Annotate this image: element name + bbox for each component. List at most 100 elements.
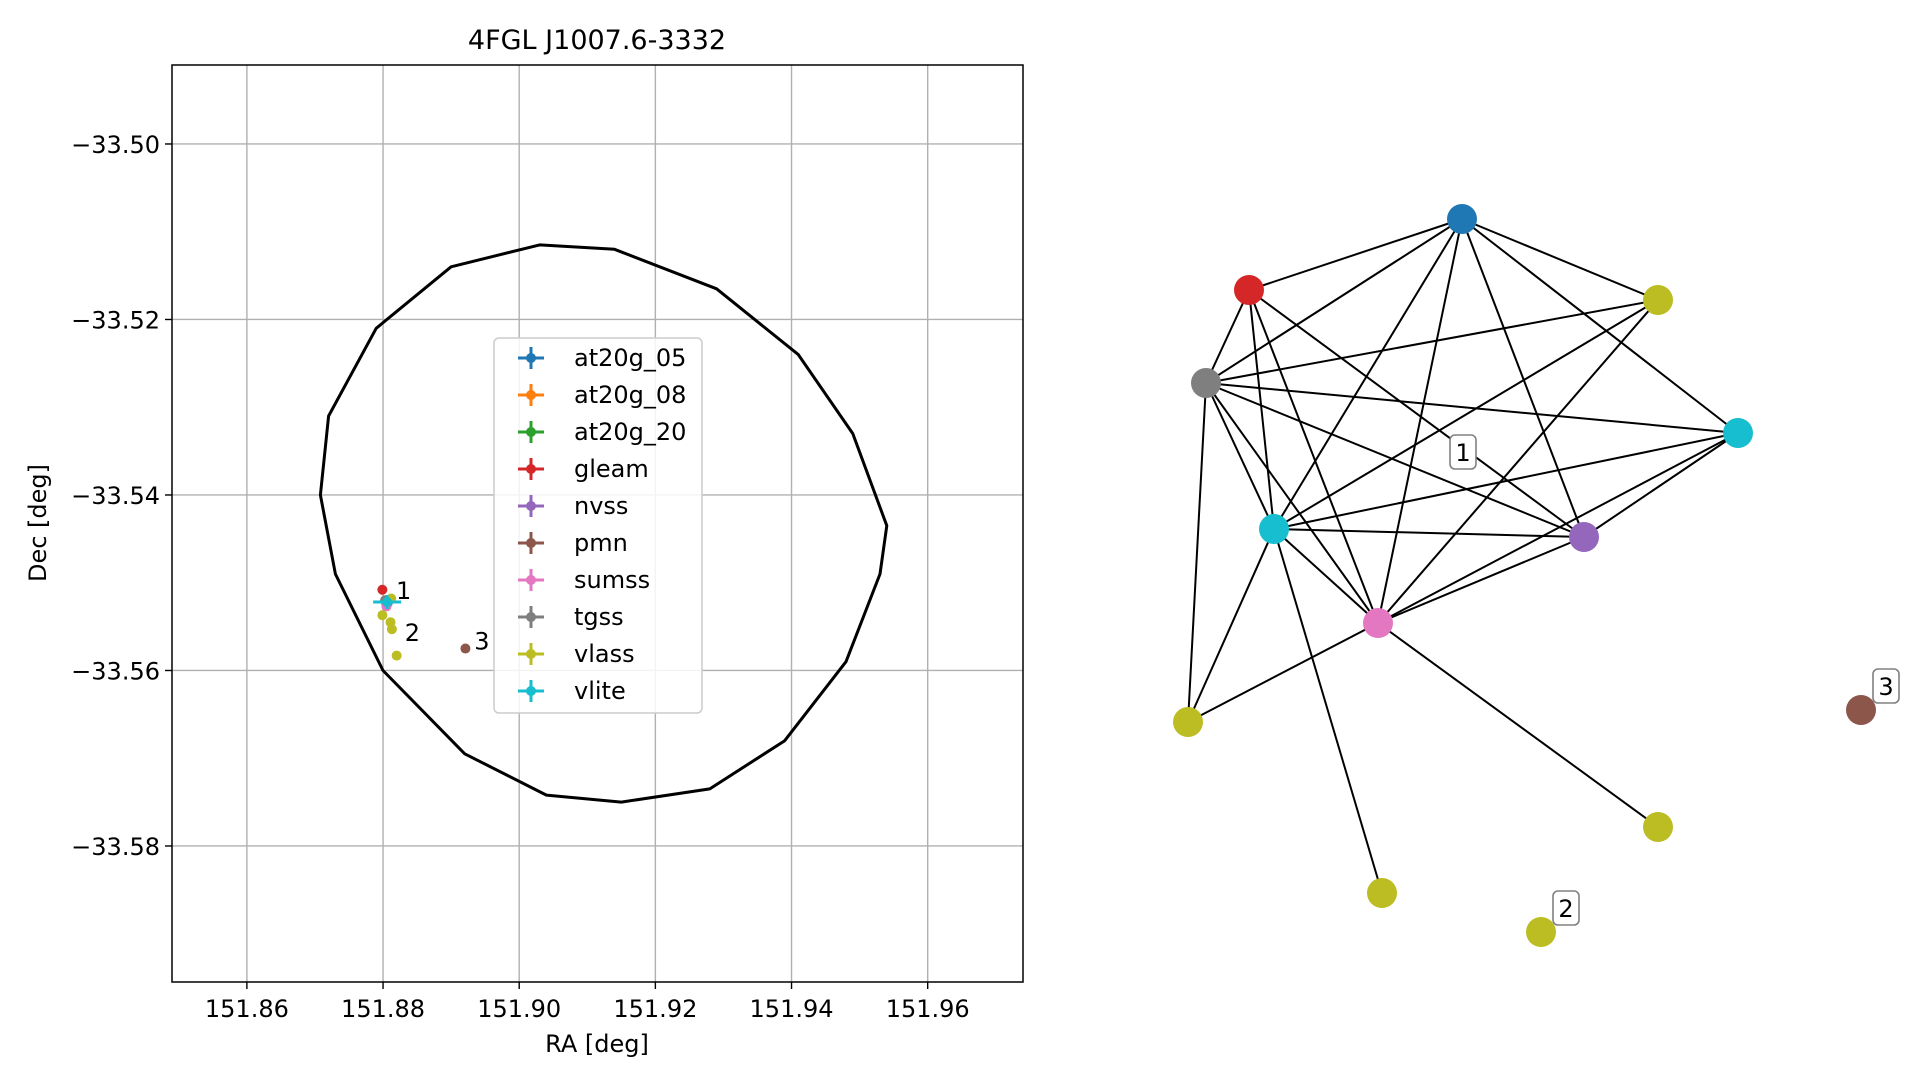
group-label: 3 <box>1878 673 1893 701</box>
legend-entry-nvss: nvss <box>518 492 628 520</box>
legend-entry-pmn: pmn <box>518 529 628 557</box>
edge-vlite_a-sumss <box>1273 528 1379 624</box>
point-vlass <box>377 610 388 621</box>
edge-vlass_a-vlite_a <box>1273 299 1659 530</box>
x-tick-label: 151.96 <box>886 995 970 1023</box>
x-tick-label: 151.92 <box>613 995 697 1023</box>
match-annotations: 1 2 3 <box>396 577 490 656</box>
node-pmn <box>1846 695 1876 725</box>
legend-marker-dot <box>526 575 536 585</box>
x-axis-label: RA [deg] <box>545 1030 649 1058</box>
y-tick-label: −33.54 <box>71 482 160 510</box>
edge-sumss-vlass_b <box>1187 622 1379 723</box>
association-network: 1 2 3 <box>1173 204 1900 947</box>
match-label: 2 <box>405 619 420 647</box>
point-vlite <box>382 597 393 608</box>
sky-plot: 4FGL J1007.6-3332 1 2 3 151.86 151.88 151.90… <box>24 25 1024 1058</box>
group-label-box <box>1552 890 1580 926</box>
y-tick-label: −33.52 <box>71 306 160 334</box>
point-gleam <box>377 584 388 595</box>
legend-marker-dot <box>526 649 536 659</box>
edge-at20g-vlite_b <box>1461 218 1739 434</box>
edge-at20g-tgss <box>1205 218 1463 384</box>
legend-label: vlass <box>574 640 635 668</box>
node-nvss <box>1569 522 1599 552</box>
legend-label: pmn <box>574 529 628 557</box>
edge-tgss-vlite_b <box>1205 382 1739 434</box>
localization-ellipse <box>318 243 889 804</box>
node-tgss <box>1191 368 1221 398</box>
group-label-box <box>1872 668 1900 704</box>
edge-vlite_b-nvss <box>1583 432 1739 538</box>
x-tick-label: 151.90 <box>477 995 561 1023</box>
network-group-labels: 1 2 3 <box>1449 434 1900 926</box>
legend-marker-dot <box>526 427 536 437</box>
edge-vlite_a-nvss <box>1273 528 1585 538</box>
edge-tgss-vlass_a <box>1205 299 1659 384</box>
node-vlass_c <box>1643 812 1673 842</box>
network-nodes <box>1173 204 1876 947</box>
edge-tgss-nvss <box>1205 382 1585 538</box>
legend-label: tgss <box>574 603 624 631</box>
edge-vlite_a-vlass_b <box>1187 528 1275 723</box>
edge-tgss-sumss <box>1205 382 1379 624</box>
legend-label: at20g_20 <box>574 418 686 446</box>
edge-vlite_b-sumss <box>1377 432 1739 624</box>
plot-frame <box>171 64 1024 983</box>
y-tick-label: −33.56 <box>71 657 160 685</box>
edge-vlite_a-vlass_d <box>1273 528 1383 894</box>
point-vlass <box>391 650 402 661</box>
legend-marker-dot <box>526 612 536 622</box>
legend-label: nvss <box>574 492 628 520</box>
y-axis-ticks: −33.50 −33.52 −33.54 −33.56 −33.58 <box>71 131 172 861</box>
legend-marker-dot <box>526 390 536 400</box>
x-tick-label: 151.94 <box>750 995 834 1023</box>
source-points <box>373 584 471 661</box>
node-vlass_a <box>1643 285 1673 315</box>
edge-gleam-nvss <box>1248 289 1585 538</box>
edge-sumss-vlass_c <box>1377 622 1659 828</box>
legend-entry-sumss: sumss <box>518 566 650 594</box>
edge-nvss-sumss <box>1377 536 1585 624</box>
node-sumss <box>1363 608 1393 638</box>
edge-tgss-vlass_b <box>1187 382 1207 723</box>
node-vlite_b <box>1723 418 1753 448</box>
legend-entry-gleam: gleam <box>518 455 649 483</box>
edge-gleam-sumss <box>1248 289 1379 624</box>
legend-label: vlite <box>574 677 626 705</box>
legend-entry-tgss: tgss <box>518 603 624 631</box>
edge-at20g-vlass_a <box>1461 218 1659 301</box>
node-at20g <box>1447 204 1477 234</box>
legend-label: at20g_08 <box>574 381 686 409</box>
legend-entry-at20g_05: at20g_05 <box>518 344 686 372</box>
group-label: 2 <box>1558 895 1573 923</box>
edge-tgss-vlite_a <box>1205 382 1275 530</box>
edge-at20g-gleam <box>1248 218 1463 291</box>
node-vlite_a <box>1259 514 1289 544</box>
edge-gleam-tgss <box>1205 289 1250 384</box>
node-vlass_b <box>1173 707 1203 737</box>
x-axis-ticks: 151.86 151.88 151.90 151.92 151.94 151.96 <box>205 982 970 1023</box>
legend-entry-at20g_08: at20g_08 <box>518 381 686 409</box>
y-axis-label: Dec [deg] <box>24 464 52 582</box>
node-vlass_e <box>1526 917 1556 947</box>
network-edges <box>1187 218 1739 894</box>
edge-at20g-vlite_a <box>1273 218 1463 530</box>
group-label-box <box>1449 434 1477 470</box>
y-tick-label: −33.50 <box>71 131 160 159</box>
node-gleam <box>1234 275 1264 305</box>
legend-marker-dot <box>526 686 536 696</box>
legend-marker-dot <box>526 538 536 548</box>
localization-ellipse-path <box>318 243 889 804</box>
edge-at20g-sumss <box>1377 218 1463 624</box>
legend-marker-dot <box>526 464 536 474</box>
match-label: 1 <box>396 577 411 605</box>
legend-entry-vlass: vlass <box>518 640 635 668</box>
legend-marker-dot <box>526 353 536 363</box>
edge-vlite_b-vlite_a <box>1273 432 1739 530</box>
edge-vlass_a-sumss <box>1377 299 1659 624</box>
edge-at20g-nvss <box>1461 218 1585 538</box>
